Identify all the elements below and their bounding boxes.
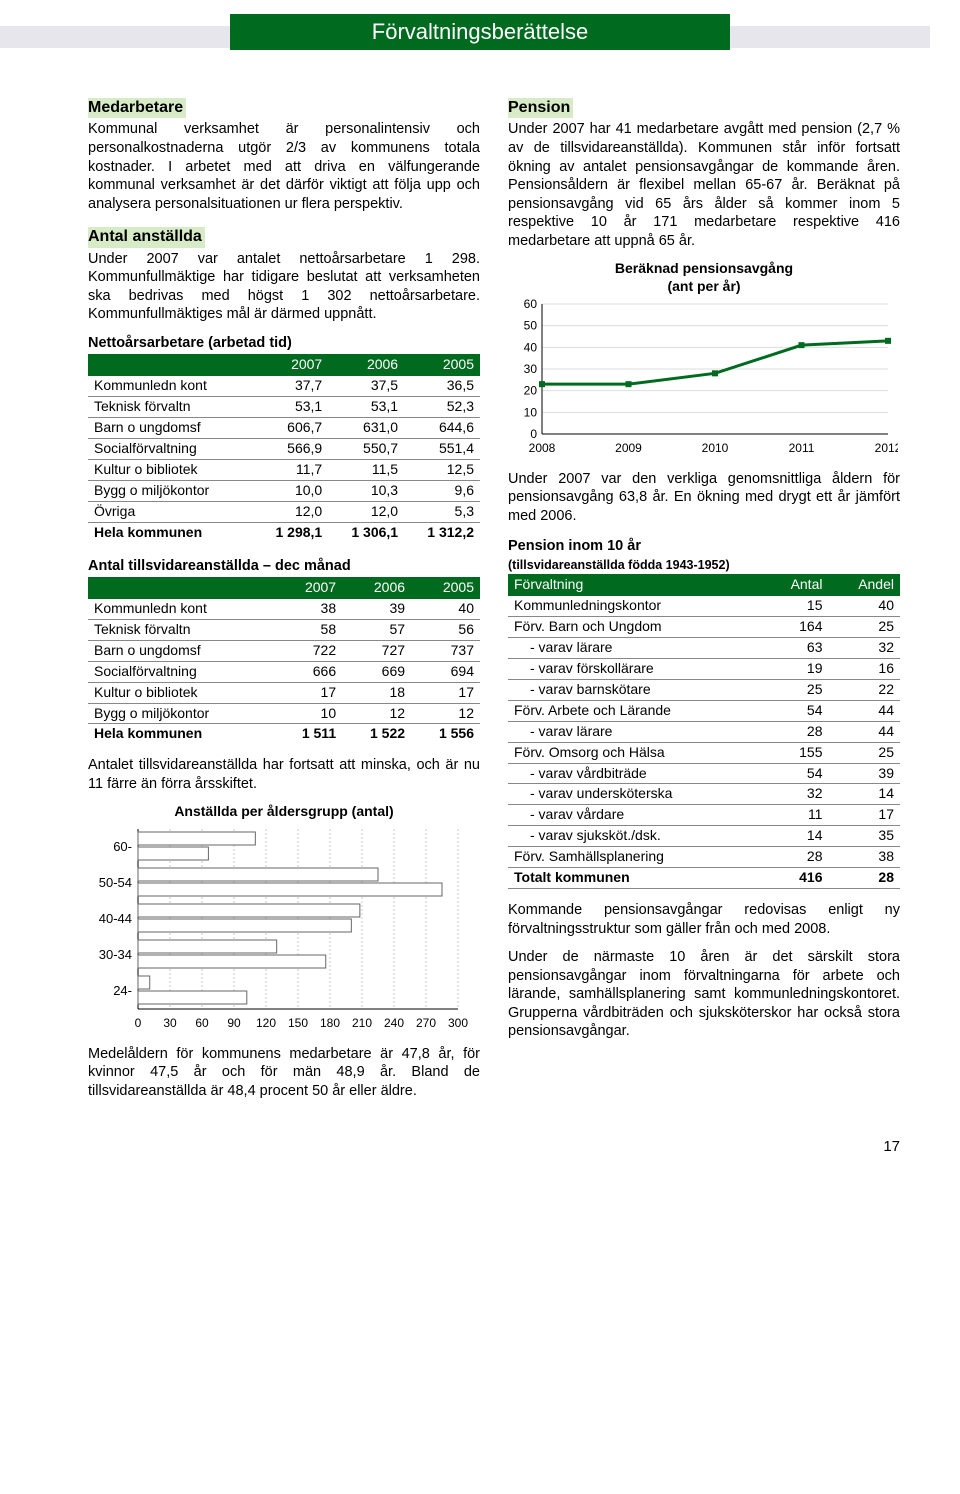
- right-column: Pension Under 2007 har 41 medarbetare av…: [508, 84, 900, 1111]
- svg-text:20: 20: [524, 384, 538, 398]
- pension-chart: Beräknad pensionsavgång (ant per år) 0 10…: [508, 260, 900, 463]
- svg-text:90: 90: [227, 1016, 241, 1030]
- svg-text:120: 120: [256, 1016, 276, 1030]
- svg-text:210: 210: [352, 1016, 372, 1030]
- svg-text:2012: 2012: [875, 441, 898, 455]
- svg-text:30: 30: [163, 1016, 177, 1030]
- pension-chart-title: Beräknad pensionsavgång (ant per år): [508, 260, 900, 296]
- para-right-4: Under de närmaste 10 åren är det särskil…: [508, 948, 900, 1041]
- svg-text:2009: 2009: [615, 441, 642, 455]
- svg-text:50-54: 50-54: [99, 875, 132, 890]
- age-chart-title: Anställda per åldersgrupp (antal): [88, 803, 480, 821]
- para-left-2: Under 2007 var antalet nettoårsarbetare …: [88, 250, 480, 324]
- table1-caption: Nettoårsarbetare (arbetad tid): [88, 334, 480, 353]
- heading-medarbetare: Medarbetare: [88, 98, 480, 118]
- svg-text:50: 50: [524, 319, 538, 333]
- heading-pension: Pension: [508, 98, 900, 118]
- svg-text:40: 40: [524, 340, 538, 354]
- age-chart: Anställda per åldersgrupp (antal) 0 30 60 9…: [88, 803, 480, 1038]
- table-pension-10ar: FörvaltningAntalAndelKommunledningskonto…: [508, 574, 900, 889]
- age-chart-svg: 0 30 60 90 120 150 180 210 240 270 300 60- 50-54 40-4…: [88, 823, 468, 1033]
- para-left-1: Kommunal verksamhet är personalintensiv …: [88, 120, 480, 213]
- pension-table-subcaption: (tillsvidareanställda födda 1943-1952): [508, 558, 730, 572]
- para-right-2: Under 2007 var den verkliga genomsnittli…: [508, 470, 900, 526]
- para-left-3: Antalet tillsvidareanställda har fortsat…: [88, 756, 480, 793]
- svg-text:24-: 24-: [113, 983, 132, 998]
- svg-text:2010: 2010: [702, 441, 729, 455]
- header-banner: Förvaltningsberättelse: [0, 0, 960, 56]
- table-nettoarsarbetare: 200720062005Kommunledn kont37,737,536,5T…: [88, 354, 480, 542]
- svg-text:60: 60: [524, 298, 538, 311]
- banner-title: Förvaltningsberättelse: [230, 14, 730, 50]
- pension-table-caption: Pension inom 10 år: [508, 538, 641, 554]
- left-column: Medarbetare Kommunal verksamhet är perso…: [88, 84, 480, 1111]
- svg-text:2008: 2008: [529, 441, 556, 455]
- svg-text:0: 0: [135, 1016, 142, 1030]
- svg-text:0: 0: [530, 427, 537, 441]
- svg-text:40-44: 40-44: [99, 911, 132, 926]
- svg-text:2011: 2011: [789, 441, 815, 455]
- page-number: 17: [0, 1131, 960, 1166]
- svg-text:180: 180: [320, 1016, 340, 1030]
- svg-text:300: 300: [448, 1016, 468, 1030]
- svg-text:60-: 60-: [113, 839, 132, 854]
- svg-text:60: 60: [195, 1016, 209, 1030]
- svg-text:150: 150: [288, 1016, 308, 1030]
- svg-text:30-34: 30-34: [99, 947, 132, 962]
- svg-text:10: 10: [524, 405, 538, 419]
- table-tillsvidare: 200720062005Kommunledn kont383940Teknisk…: [88, 577, 480, 744]
- svg-text:270: 270: [416, 1016, 436, 1030]
- pension-chart-svg: 0 10 20 30 40 50 60 2008 2009 2010 2011 2012: [508, 298, 898, 458]
- heading-antal-anstallda: Antal anställda: [88, 227, 480, 247]
- para-left-4: Medelåldern för kommunens medarbetare är…: [88, 1045, 480, 1101]
- svg-text:240: 240: [384, 1016, 404, 1030]
- table2-caption: Antal tillsvidareanställda – dec månad: [88, 557, 480, 576]
- para-right-1: Under 2007 har 41 medarbetare avgått med…: [508, 120, 900, 250]
- para-right-3: Kommande pensionsavgångar redovisas enli…: [508, 901, 900, 938]
- svg-text:30: 30: [524, 362, 538, 376]
